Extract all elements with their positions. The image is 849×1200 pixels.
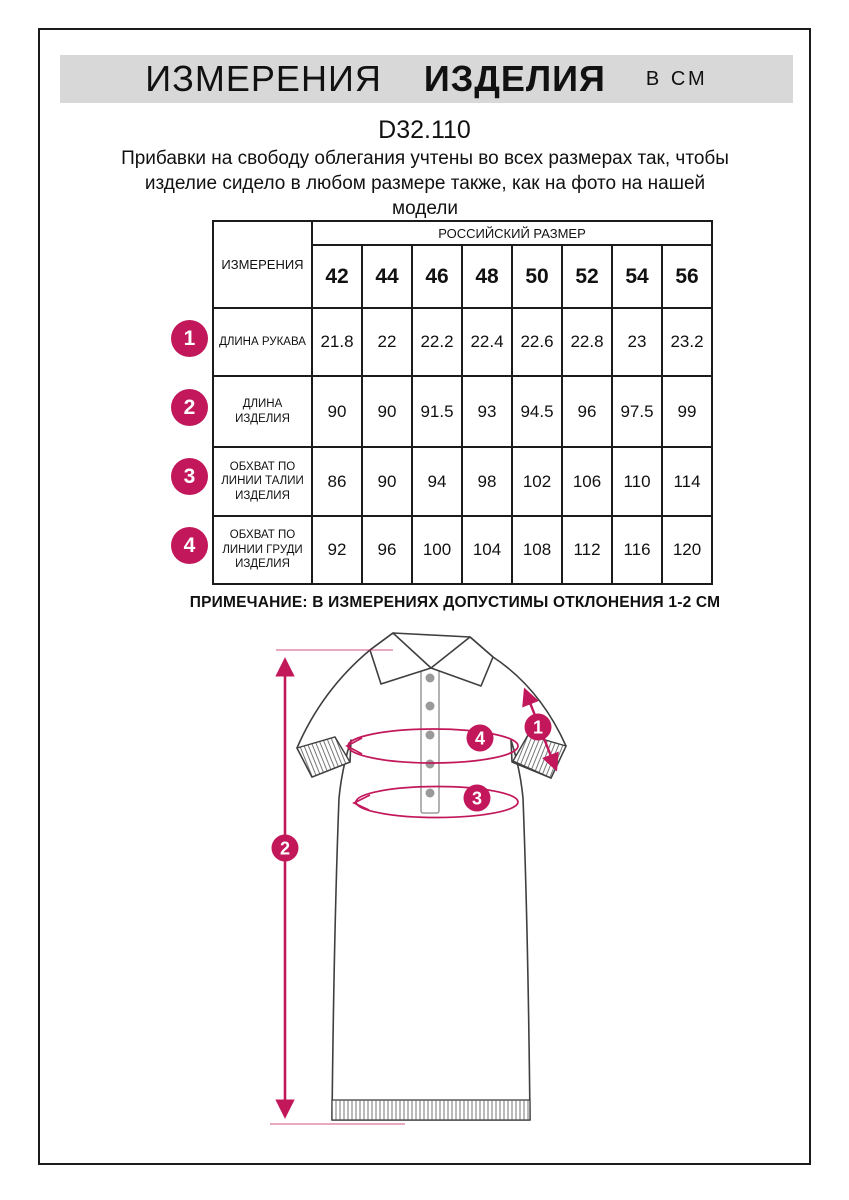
measure-value: 91.5 bbox=[411, 375, 463, 448]
left-cuff-rib bbox=[295, 736, 352, 778]
measure-label: ДЛИНА РУКАВА bbox=[212, 307, 313, 377]
measure-value: 94 bbox=[411, 446, 463, 517]
fit-description: Прибавки на свободу облегания учтены во … bbox=[121, 148, 729, 220]
page-header-band: ИЗМЕРЕНИЯ ИЗДЕЛИЯ В СМ bbox=[60, 55, 793, 103]
button bbox=[425, 701, 435, 711]
size-column-header: 46 bbox=[411, 244, 463, 309]
measure-value: 22.8 bbox=[561, 307, 613, 377]
size-column-header: 50 bbox=[511, 244, 563, 309]
svg-text:1: 1 bbox=[533, 718, 543, 738]
button bbox=[425, 759, 435, 769]
product-code: D32.110 bbox=[378, 116, 471, 144]
row-number-badge-2: 2 bbox=[171, 389, 208, 426]
measure-value: 96 bbox=[361, 515, 413, 585]
size-table: ИЗМЕРЕНИЯ РОССИЙСКИЙ РАЗМЕР 42 44 46 48 … bbox=[212, 220, 713, 585]
row-number-badge-3: 3 bbox=[171, 458, 208, 495]
svg-text:3: 3 bbox=[472, 789, 482, 809]
dress-sketch bbox=[295, 632, 567, 1121]
measure-value: 99 bbox=[661, 375, 713, 448]
page-title: ИЗМЕРЕНИЯ bbox=[145, 58, 382, 99]
button bbox=[425, 788, 435, 798]
measure-value: 22 bbox=[361, 307, 413, 377]
size-column-header: 48 bbox=[461, 244, 513, 309]
measure-value: 90 bbox=[311, 375, 363, 448]
measure-value: 86 bbox=[311, 446, 363, 517]
measure-value: 98 bbox=[461, 446, 513, 517]
measure-value: 93 bbox=[461, 375, 513, 448]
measure-value: 94.5 bbox=[511, 375, 563, 448]
waist-ellipse-arrowhead bbox=[352, 794, 371, 811]
size-column-header: 54 bbox=[611, 244, 663, 309]
size-column-header: 52 bbox=[561, 244, 613, 309]
diagram-badge-length: 2 bbox=[271, 834, 299, 862]
measure-value: 100 bbox=[411, 515, 463, 585]
row-number-badge-1: 1 bbox=[171, 320, 208, 357]
size-column-header: 42 bbox=[311, 244, 363, 309]
svg-text:4: 4 bbox=[475, 729, 485, 749]
page-title-emphasis: ИЗДЕЛИЯ bbox=[423, 58, 606, 99]
svg-text:2: 2 bbox=[280, 839, 290, 859]
measure-value: 23 bbox=[611, 307, 663, 377]
measure-value: 90 bbox=[361, 446, 413, 517]
garment-measurement-diagram: 1 2 4 3 bbox=[270, 632, 567, 1125]
diagram-badge-sleeve: 1 bbox=[524, 713, 552, 741]
collar-left-wing bbox=[369, 632, 432, 685]
table-size-header-row: 42 44 46 48 50 52 54 56 bbox=[213, 244, 713, 309]
measure-value: 92 bbox=[311, 515, 363, 585]
button bbox=[425, 673, 435, 683]
collar-right-wing bbox=[430, 636, 494, 687]
page-title-unit: В СМ bbox=[645, 67, 708, 90]
table-row: ОБХВАТ ПО ЛИНИИ ТАЛИИ ИЗДЕЛИЯ 86 90 94 9… bbox=[212, 446, 713, 517]
measure-value: 96 bbox=[561, 375, 613, 448]
table-group-header: РОССИЙСКИЙ РАЗМЕР bbox=[311, 220, 713, 246]
size-column-header: 56 bbox=[661, 244, 713, 309]
button bbox=[425, 730, 435, 740]
measure-value: 110 bbox=[611, 446, 663, 517]
diagram-badge-waist: 3 bbox=[463, 784, 491, 812]
measurement-annotations: 1 2 4 3 bbox=[270, 649, 559, 1125]
table-row: ДЛИНА ИЗДЕЛИЯ 90 90 91.5 93 94.5 96 97.5… bbox=[212, 375, 713, 448]
table-row: ДЛИНА РУКАВА 21.8 22 22.2 22.4 22.6 22.8… bbox=[212, 307, 713, 377]
measure-value: 108 bbox=[511, 515, 563, 585]
row-number-badge-4: 4 bbox=[171, 527, 208, 564]
measure-value: 120 bbox=[661, 515, 713, 585]
diagram-badge-chest: 4 bbox=[466, 724, 494, 752]
measure-value: 97.5 bbox=[611, 375, 663, 448]
measure-label: ОБХВАТ ПО ЛИНИИ ГРУДИ ИЗДЕЛИЯ bbox=[212, 515, 313, 585]
chest-ellipse-arrowhead bbox=[345, 737, 363, 755]
table-corner-header: ИЗМЕРЕНИЯ bbox=[212, 220, 313, 309]
size-column-header: 44 bbox=[361, 244, 413, 309]
measure-value: 22.4 bbox=[461, 307, 513, 377]
hem-rib bbox=[331, 1099, 531, 1121]
measure-value: 116 bbox=[611, 515, 663, 585]
measure-value: 102 bbox=[511, 446, 563, 517]
measure-value: 106 bbox=[561, 446, 613, 517]
table-row: ОБХВАТ ПО ЛИНИИ ГРУДИ ИЗДЕЛИЯ 92 96 100 … bbox=[212, 515, 713, 585]
measure-value: 112 bbox=[561, 515, 613, 585]
measure-value: 23.2 bbox=[661, 307, 713, 377]
measure-value: 90 bbox=[361, 375, 413, 448]
tolerance-note: ПРИМЕЧАНИЕ: В ИЗМЕРЕНИЯХ ДОПУСТИМЫ ОТКЛО… bbox=[189, 594, 721, 611]
measure-value: 104 bbox=[461, 515, 513, 585]
measure-value: 21.8 bbox=[311, 307, 363, 377]
measure-label: ОБХВАТ ПО ЛИНИИ ТАЛИИ ИЗДЕЛИЯ bbox=[212, 446, 313, 517]
measure-value: 22.6 bbox=[511, 307, 563, 377]
measure-value: 22.2 bbox=[411, 307, 463, 377]
measure-value: 114 bbox=[661, 446, 713, 517]
measure-label: ДЛИНА ИЗДЕЛИЯ bbox=[212, 375, 313, 448]
